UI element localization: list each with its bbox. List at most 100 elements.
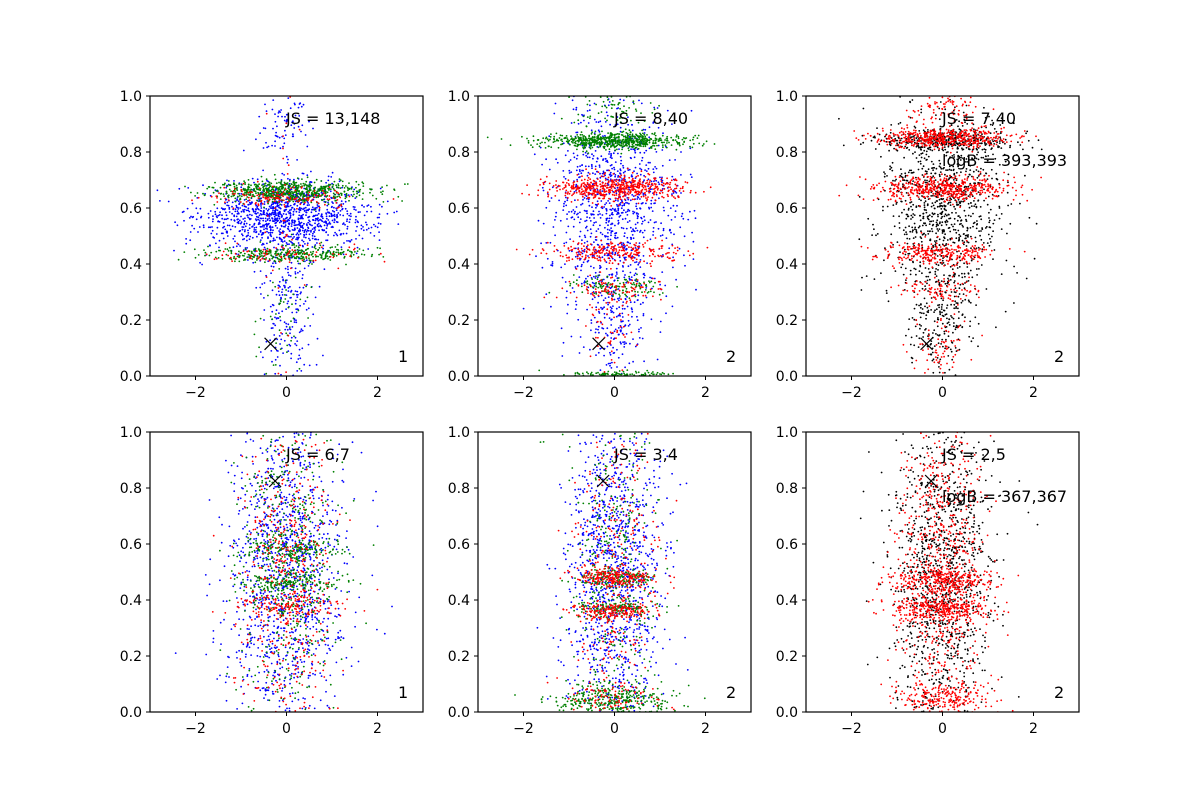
scatter-point bbox=[317, 212, 320, 215]
scatter-point bbox=[266, 146, 268, 149]
scatter-point bbox=[607, 303, 609, 306]
scatter-point bbox=[367, 227, 370, 230]
scatter-point bbox=[331, 219, 334, 222]
scatter-point bbox=[308, 183, 311, 185]
series-blue bbox=[156, 97, 400, 376]
scatter-point bbox=[332, 252, 334, 255]
scatter-point bbox=[159, 200, 161, 202]
scatter-point bbox=[285, 371, 287, 373]
scatter-point bbox=[307, 317, 309, 319]
scatter-point bbox=[293, 203, 296, 206]
scatter-point bbox=[282, 279, 284, 282]
scatter-point bbox=[653, 133, 656, 136]
scatter-point bbox=[297, 271, 299, 274]
scatter-point bbox=[292, 214, 295, 216]
scatter-point bbox=[291, 190, 293, 193]
scatter-point bbox=[611, 223, 614, 225]
scatter-point bbox=[575, 157, 578, 160]
scatter-point bbox=[312, 190, 314, 193]
scatter-point bbox=[595, 103, 597, 106]
scatter-point bbox=[653, 106, 656, 109]
scatter-point bbox=[291, 249, 294, 251]
scatter-point bbox=[280, 220, 283, 223]
scatter-point bbox=[264, 261, 266, 264]
scatter-point bbox=[683, 254, 685, 257]
scatter-point bbox=[653, 291, 655, 294]
scatter-point bbox=[263, 246, 266, 249]
scatter-point bbox=[298, 190, 300, 192]
scatter-point bbox=[284, 298, 287, 300]
scatter-point bbox=[218, 246, 220, 249]
scatter-point bbox=[333, 180, 336, 183]
scatter-point bbox=[665, 312, 667, 315]
scatter-point bbox=[255, 250, 258, 253]
y-tick-label: 0.4 bbox=[120, 257, 142, 273]
scatter-point bbox=[643, 143, 646, 146]
scatter-point bbox=[354, 218, 357, 221]
scatter-point bbox=[580, 203, 582, 206]
scatter-point bbox=[318, 208, 321, 211]
scatter-point bbox=[266, 228, 269, 230]
scatter-point bbox=[304, 249, 307, 252]
scatter-point bbox=[615, 275, 617, 277]
scatter-point bbox=[613, 166, 615, 169]
scatter-point bbox=[606, 275, 609, 278]
scatter-point bbox=[204, 254, 206, 257]
scatter-point bbox=[607, 184, 610, 186]
scatter-point bbox=[268, 184, 270, 186]
scatter-point bbox=[300, 291, 302, 294]
scatter-point bbox=[313, 181, 316, 184]
scatter-point bbox=[271, 256, 274, 258]
scatter-point bbox=[290, 267, 292, 270]
scatter-point bbox=[297, 192, 300, 195]
scatter-point bbox=[606, 228, 609, 231]
scatter-point bbox=[202, 226, 205, 229]
scatter-point bbox=[557, 139, 560, 142]
scatter-point bbox=[333, 253, 336, 256]
scatter-point bbox=[674, 159, 676, 161]
scatter-point bbox=[627, 208, 630, 211]
scatter-point bbox=[641, 156, 644, 159]
scatter-point bbox=[296, 296, 299, 298]
scatter-point bbox=[605, 149, 607, 151]
scatter-point bbox=[613, 330, 616, 333]
scatter-point bbox=[578, 187, 581, 189]
scatter-point bbox=[292, 250, 295, 253]
scatter-point bbox=[283, 205, 286, 208]
scatter-point bbox=[619, 329, 622, 332]
scatter-point bbox=[306, 296, 309, 299]
scatter-point bbox=[618, 133, 620, 135]
scatter-point bbox=[315, 251, 318, 254]
scatter-point bbox=[595, 372, 598, 375]
scatter-point bbox=[231, 190, 234, 193]
scatter-point bbox=[586, 280, 589, 283]
scatter-point bbox=[597, 112, 600, 115]
scatter-point bbox=[183, 219, 185, 222]
scatter-point bbox=[641, 222, 643, 225]
scatter-point bbox=[624, 217, 627, 220]
scatter-point bbox=[562, 209, 565, 212]
scatter-point bbox=[713, 143, 716, 145]
scatter-point bbox=[233, 185, 236, 188]
scatter-point bbox=[265, 257, 268, 259]
scatter-point bbox=[334, 246, 337, 248]
scatter-point bbox=[283, 137, 286, 140]
scatter-point bbox=[573, 121, 576, 124]
scatter-point bbox=[634, 290, 636, 293]
scatter-point bbox=[311, 191, 313, 194]
scatter-point bbox=[598, 143, 601, 146]
scatter-point bbox=[284, 279, 287, 282]
scatter-point bbox=[252, 261, 255, 264]
scatter-point bbox=[281, 232, 284, 234]
scatter-point bbox=[610, 136, 613, 139]
scatter-point bbox=[244, 248, 247, 251]
scatter-point bbox=[579, 230, 582, 233]
scatter-point bbox=[649, 238, 652, 241]
scatter-point bbox=[639, 151, 642, 154]
scatter-point bbox=[579, 170, 581, 173]
scatter-point bbox=[583, 280, 586, 283]
scatter-point bbox=[289, 297, 292, 299]
scatter-point bbox=[652, 230, 655, 233]
scatter-point bbox=[638, 138, 641, 141]
scatter-point bbox=[310, 253, 313, 256]
